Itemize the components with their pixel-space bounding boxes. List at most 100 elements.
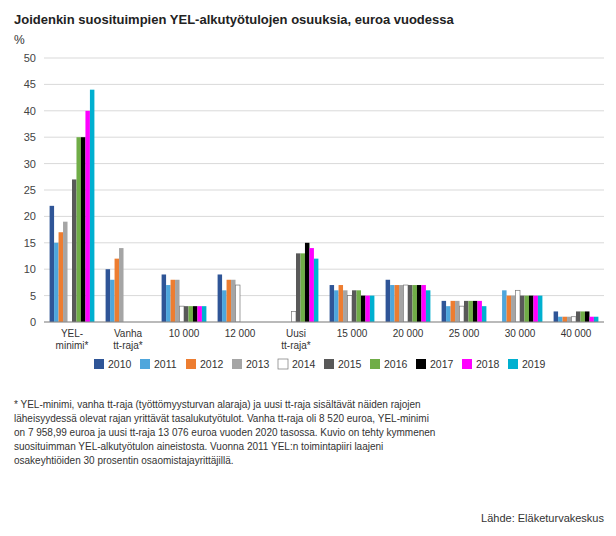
grid-line — [44, 216, 604, 217]
bar — [314, 259, 318, 322]
bar — [222, 290, 226, 322]
bar — [451, 301, 455, 322]
bar — [361, 296, 365, 322]
grid-line — [44, 322, 604, 323]
bar — [227, 280, 231, 322]
y-tick-label: 50 — [24, 52, 36, 64]
bar — [300, 253, 304, 322]
legend-label: 2016 — [384, 358, 408, 370]
bar — [59, 232, 63, 322]
grid-line — [44, 110, 604, 111]
bar — [399, 285, 403, 322]
grid-line — [44, 84, 604, 85]
legend: 2010201120122013201420152016201720182019 — [94, 358, 546, 370]
bar — [370, 296, 374, 322]
bar — [585, 311, 589, 322]
bar — [412, 285, 416, 322]
bar — [115, 259, 119, 322]
bar — [567, 317, 571, 322]
x-axis-line — [44, 322, 604, 323]
bar — [455, 301, 459, 322]
bar — [296, 253, 300, 322]
x-tick-label: YEL-minimi* — [56, 328, 89, 351]
bar — [218, 274, 222, 322]
grid-line — [44, 269, 604, 270]
bar — [558, 317, 562, 322]
bar — [119, 248, 123, 322]
y-tick-label: 0 — [30, 316, 36, 328]
bar — [408, 285, 412, 322]
bar — [538, 296, 542, 322]
bar — [63, 222, 67, 322]
bar — [468, 301, 472, 322]
bar — [594, 317, 598, 322]
grid-line — [44, 163, 604, 164]
bar — [464, 301, 468, 322]
bar — [502, 290, 506, 322]
bar — [171, 280, 175, 322]
bar — [292, 311, 296, 322]
footnote: osakeyhtiöiden 30 prosentin osaomistajay… — [14, 455, 234, 466]
bar — [529, 296, 533, 322]
bar — [446, 306, 450, 322]
y-tick-label: 30 — [24, 158, 36, 170]
legend-swatch — [140, 359, 150, 369]
legend-swatch — [508, 359, 518, 369]
x-tick-label: 30 000 — [505, 328, 536, 339]
bar — [404, 285, 408, 322]
footnote: * YEL-minimi, vanha tt-raja (työttömyyst… — [14, 399, 421, 410]
bar — [343, 290, 347, 322]
legend-swatch — [324, 359, 334, 369]
y-axis-label: % — [14, 33, 25, 47]
y-tick-label: 15 — [24, 237, 36, 249]
bar — [175, 280, 179, 322]
bar — [330, 285, 334, 322]
y-tick-label: 40 — [24, 105, 36, 117]
grid-line — [44, 242, 604, 243]
bar — [236, 285, 240, 322]
grid-line — [44, 190, 604, 191]
y-tick-label: 5 — [30, 290, 36, 302]
bar — [197, 306, 201, 322]
grid — [44, 58, 604, 322]
bar — [85, 111, 89, 322]
x-tick-label: 12 000 — [225, 328, 256, 339]
bar — [188, 306, 192, 322]
bars — [50, 90, 599, 322]
bar — [520, 296, 524, 322]
bar — [580, 311, 584, 322]
legend-swatch — [370, 359, 380, 369]
x-tick-label: 25 000 — [449, 328, 480, 339]
legend-swatch — [94, 359, 104, 369]
bar — [352, 290, 356, 322]
bar — [386, 280, 390, 322]
bar — [76, 137, 80, 322]
bar — [231, 280, 235, 322]
bar — [554, 311, 558, 322]
grid-line — [44, 58, 604, 59]
bar — [460, 306, 464, 322]
legend-label: 2012 — [200, 358, 224, 370]
footnote: läheisyydessä olevat rajan yrittävät tas… — [14, 413, 429, 424]
bar — [473, 301, 477, 322]
bar — [90, 90, 94, 322]
legend-label: 2018 — [476, 358, 500, 370]
source: Lähde: Eläketurvakeskus — [481, 512, 604, 524]
x-tick-label: 15 000 — [337, 328, 368, 339]
footnote: on 7 958,99 euroa ja uusi tt-raja 13 076… — [14, 427, 435, 438]
bar — [356, 290, 360, 322]
x-tick-label: Vanhatt-raja* — [113, 328, 143, 351]
bar — [193, 306, 197, 322]
bar — [348, 296, 352, 322]
legend-swatch — [462, 359, 472, 369]
legend-label: 2015 — [338, 358, 362, 370]
bar — [365, 296, 369, 322]
bar — [576, 311, 580, 322]
x-tick-label: 20 000 — [393, 328, 424, 339]
chart: Joidenkin suosituimpien YEL-alkutyötuloj… — [0, 0, 616, 536]
legend-label: 2011 — [154, 358, 177, 370]
bar — [421, 285, 425, 322]
bar — [516, 290, 520, 322]
bar — [482, 306, 486, 322]
x-tick-label: 40 000 — [561, 328, 592, 339]
